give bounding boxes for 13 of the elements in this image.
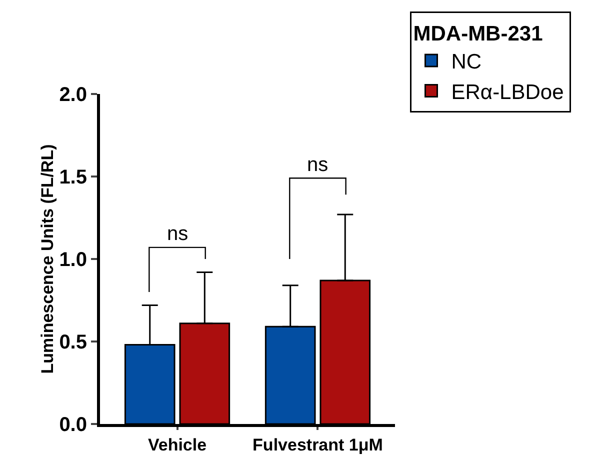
legend-title: MDA-MB-231 <box>413 22 544 46</box>
x-tick-label: Vehicle <box>148 435 207 454</box>
y-tick-label: 1.5 <box>59 166 87 188</box>
legend-label: ERα-LBDoe <box>451 80 564 104</box>
annotation: ns <box>307 154 328 176</box>
legend-label: NC <box>451 50 482 74</box>
x-tick-label: Fulvestrant 1μM <box>252 435 383 454</box>
y-tick-label: 1.0 <box>59 249 87 271</box>
y-axis-title: Luminescence Units (FL/RL) <box>38 144 58 374</box>
y-tick-label: 0.5 <box>59 332 87 354</box>
y-tick-label: 2.0 <box>59 84 87 106</box>
y-tick-label: 0.0 <box>59 414 87 436</box>
annotation: ns <box>167 223 188 245</box>
